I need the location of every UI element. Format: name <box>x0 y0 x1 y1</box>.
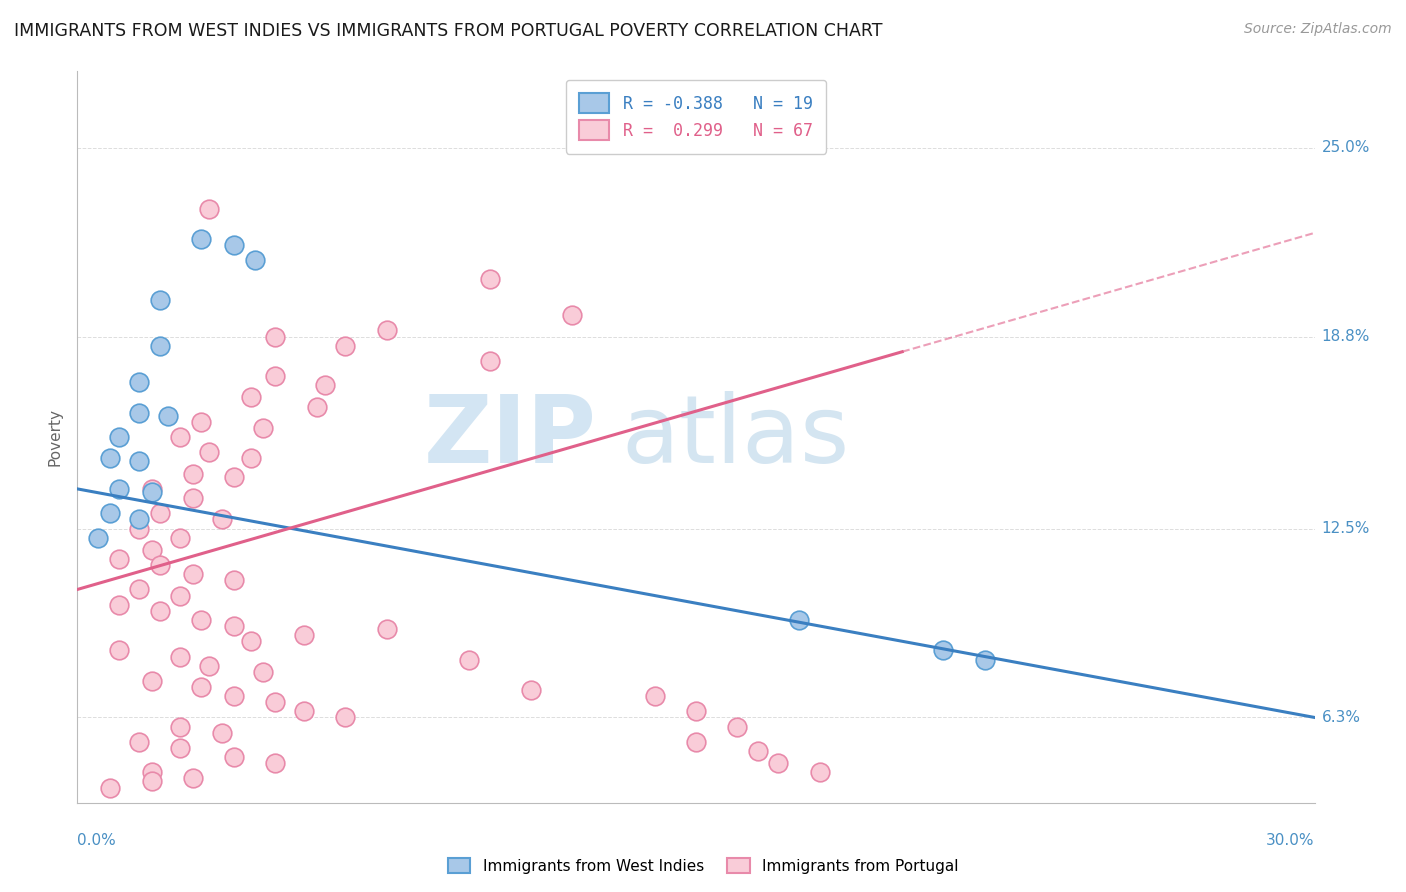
Point <box>169 649 191 664</box>
Point <box>222 689 245 703</box>
Point <box>128 512 150 526</box>
Point <box>98 506 121 520</box>
Point <box>211 725 233 739</box>
Point <box>335 710 357 724</box>
Point <box>141 482 163 496</box>
Point <box>973 652 995 666</box>
Point <box>149 604 172 618</box>
Point <box>335 339 357 353</box>
Point <box>725 720 748 734</box>
Point <box>107 482 129 496</box>
Point <box>264 695 287 709</box>
Legend: Immigrants from West Indies, Immigrants from Portugal: Immigrants from West Indies, Immigrants … <box>441 852 965 880</box>
Point <box>128 376 150 390</box>
Point <box>128 582 150 597</box>
Point <box>239 634 262 648</box>
Point <box>128 735 150 749</box>
Text: 18.8%: 18.8% <box>1322 329 1369 344</box>
Point <box>305 400 328 414</box>
Point <box>292 705 315 719</box>
Point <box>292 628 315 642</box>
Point <box>685 705 707 719</box>
Point <box>243 253 266 268</box>
Point <box>107 598 129 612</box>
Point <box>198 445 221 459</box>
Point <box>141 765 163 780</box>
Point <box>149 293 172 307</box>
Point <box>252 665 274 679</box>
Point <box>478 271 501 285</box>
Point <box>787 613 810 627</box>
Point <box>561 308 583 322</box>
Point <box>190 680 212 694</box>
Point <box>264 756 287 771</box>
Point <box>169 589 191 603</box>
Text: atlas: atlas <box>621 391 851 483</box>
Point <box>222 619 245 633</box>
Text: 30.0%: 30.0% <box>1267 833 1315 848</box>
Point <box>141 774 163 789</box>
Point <box>141 673 163 688</box>
Point <box>107 552 129 566</box>
Point <box>314 378 336 392</box>
Point <box>239 391 262 405</box>
Point <box>932 643 955 657</box>
Point <box>190 232 212 246</box>
Point <box>198 658 221 673</box>
Point <box>128 454 150 468</box>
Point <box>169 531 191 545</box>
Text: IMMIGRANTS FROM WEST INDIES VS IMMIGRANTS FROM PORTUGAL POVERTY CORRELATION CHAR: IMMIGRANTS FROM WEST INDIES VS IMMIGRANT… <box>14 22 883 40</box>
Point <box>149 558 172 573</box>
Point <box>211 512 233 526</box>
Point <box>87 531 110 545</box>
Point <box>198 202 221 216</box>
Point <box>190 613 212 627</box>
Point <box>169 720 191 734</box>
Point <box>181 772 204 786</box>
Point <box>520 683 543 698</box>
Point <box>222 750 245 764</box>
Text: ZIP: ZIP <box>425 391 598 483</box>
Text: 6.3%: 6.3% <box>1322 710 1361 725</box>
Point <box>98 780 121 795</box>
Point <box>157 409 180 423</box>
Point <box>264 329 287 343</box>
Point <box>222 574 245 588</box>
Point <box>768 756 790 771</box>
Point <box>128 406 150 420</box>
Point <box>141 542 163 557</box>
Point <box>149 506 172 520</box>
Point <box>264 369 287 384</box>
Point <box>478 354 501 368</box>
Point <box>222 469 245 483</box>
Point <box>107 430 129 444</box>
Point <box>239 451 262 466</box>
Point <box>149 339 172 353</box>
Point <box>181 491 204 505</box>
Legend: R = -0.388   N = 19, R =  0.299   N = 67: R = -0.388 N = 19, R = 0.299 N = 67 <box>567 79 825 153</box>
Point <box>375 622 398 636</box>
Point <box>128 521 150 535</box>
Point <box>169 430 191 444</box>
Point <box>141 485 163 500</box>
Point <box>169 740 191 755</box>
Y-axis label: Poverty: Poverty <box>46 408 62 467</box>
Point <box>181 467 204 481</box>
Point <box>181 567 204 582</box>
Point <box>252 421 274 435</box>
Point <box>644 689 666 703</box>
Point <box>190 415 212 429</box>
Point <box>747 744 769 758</box>
Text: 12.5%: 12.5% <box>1322 521 1369 536</box>
Point <box>375 323 398 337</box>
Point <box>808 765 831 780</box>
Text: Source: ZipAtlas.com: Source: ZipAtlas.com <box>1244 22 1392 37</box>
Point <box>107 643 129 657</box>
Text: 25.0%: 25.0% <box>1322 140 1369 155</box>
Point <box>458 652 481 666</box>
Point <box>222 238 245 252</box>
Point <box>98 451 121 466</box>
Point <box>685 735 707 749</box>
Text: 0.0%: 0.0% <box>77 833 117 848</box>
